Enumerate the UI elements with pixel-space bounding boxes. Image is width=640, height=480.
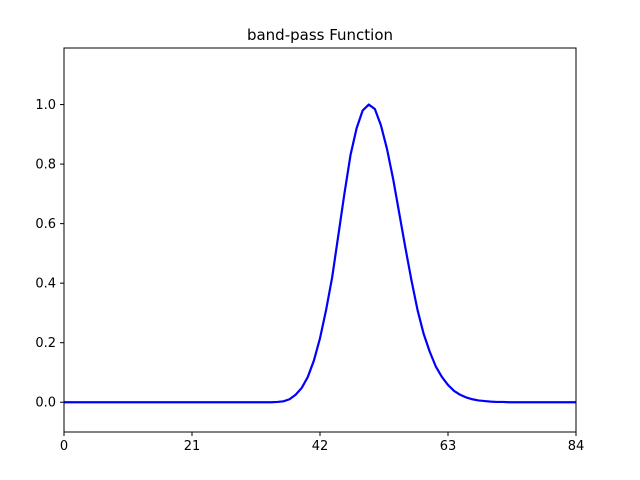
x-tick-label: 0 [60, 439, 68, 454]
x-tick-label: 21 [184, 439, 201, 454]
series-line-0 [64, 103, 576, 404]
y-tick-label: 0.4 [35, 277, 56, 292]
y-tick-label: 0.0 [35, 396, 56, 411]
x-tick-label: 84 [568, 439, 585, 454]
y-tick-label: 1.0 [35, 98, 56, 113]
chart-title: band-pass Function [247, 26, 393, 44]
x-tick-label: 42 [312, 439, 329, 454]
x-tick-label: 63 [440, 439, 457, 454]
plot-area: 0 21 42 63 84 0.0 0.2 0.4 0.6 0.8 1.0 [35, 47, 585, 454]
y-tick-label: 0.8 [35, 158, 56, 173]
axes-frame [63, 47, 577, 433]
y-tick-label: 0.6 [35, 217, 56, 232]
y-tick-label: 0.2 [35, 336, 56, 351]
